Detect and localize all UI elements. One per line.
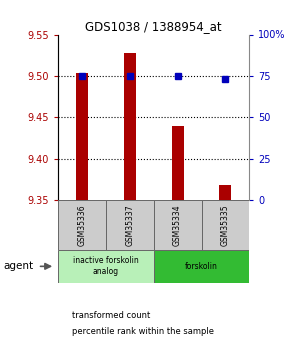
Bar <box>154 200 202 250</box>
Title: GDS1038 / 1388954_at: GDS1038 / 1388954_at <box>85 20 222 33</box>
Bar <box>154 250 249 283</box>
Text: transformed count: transformed count <box>72 311 151 320</box>
Text: GSM35335: GSM35335 <box>221 204 230 246</box>
Bar <box>58 250 154 283</box>
Bar <box>220 185 231 200</box>
Bar <box>106 200 154 250</box>
Bar <box>76 73 88 200</box>
Bar <box>172 126 184 200</box>
Text: percentile rank within the sample: percentile rank within the sample <box>72 327 215 336</box>
Text: GSM35337: GSM35337 <box>125 204 134 246</box>
Text: GSM35334: GSM35334 <box>173 204 182 246</box>
Bar <box>124 53 136 200</box>
Bar <box>58 200 106 250</box>
Text: agent: agent <box>3 262 33 271</box>
Text: GSM35336: GSM35336 <box>77 204 86 246</box>
Text: inactive forskolin
analog: inactive forskolin analog <box>73 256 139 276</box>
Text: forskolin: forskolin <box>185 262 218 271</box>
Bar <box>202 200 249 250</box>
